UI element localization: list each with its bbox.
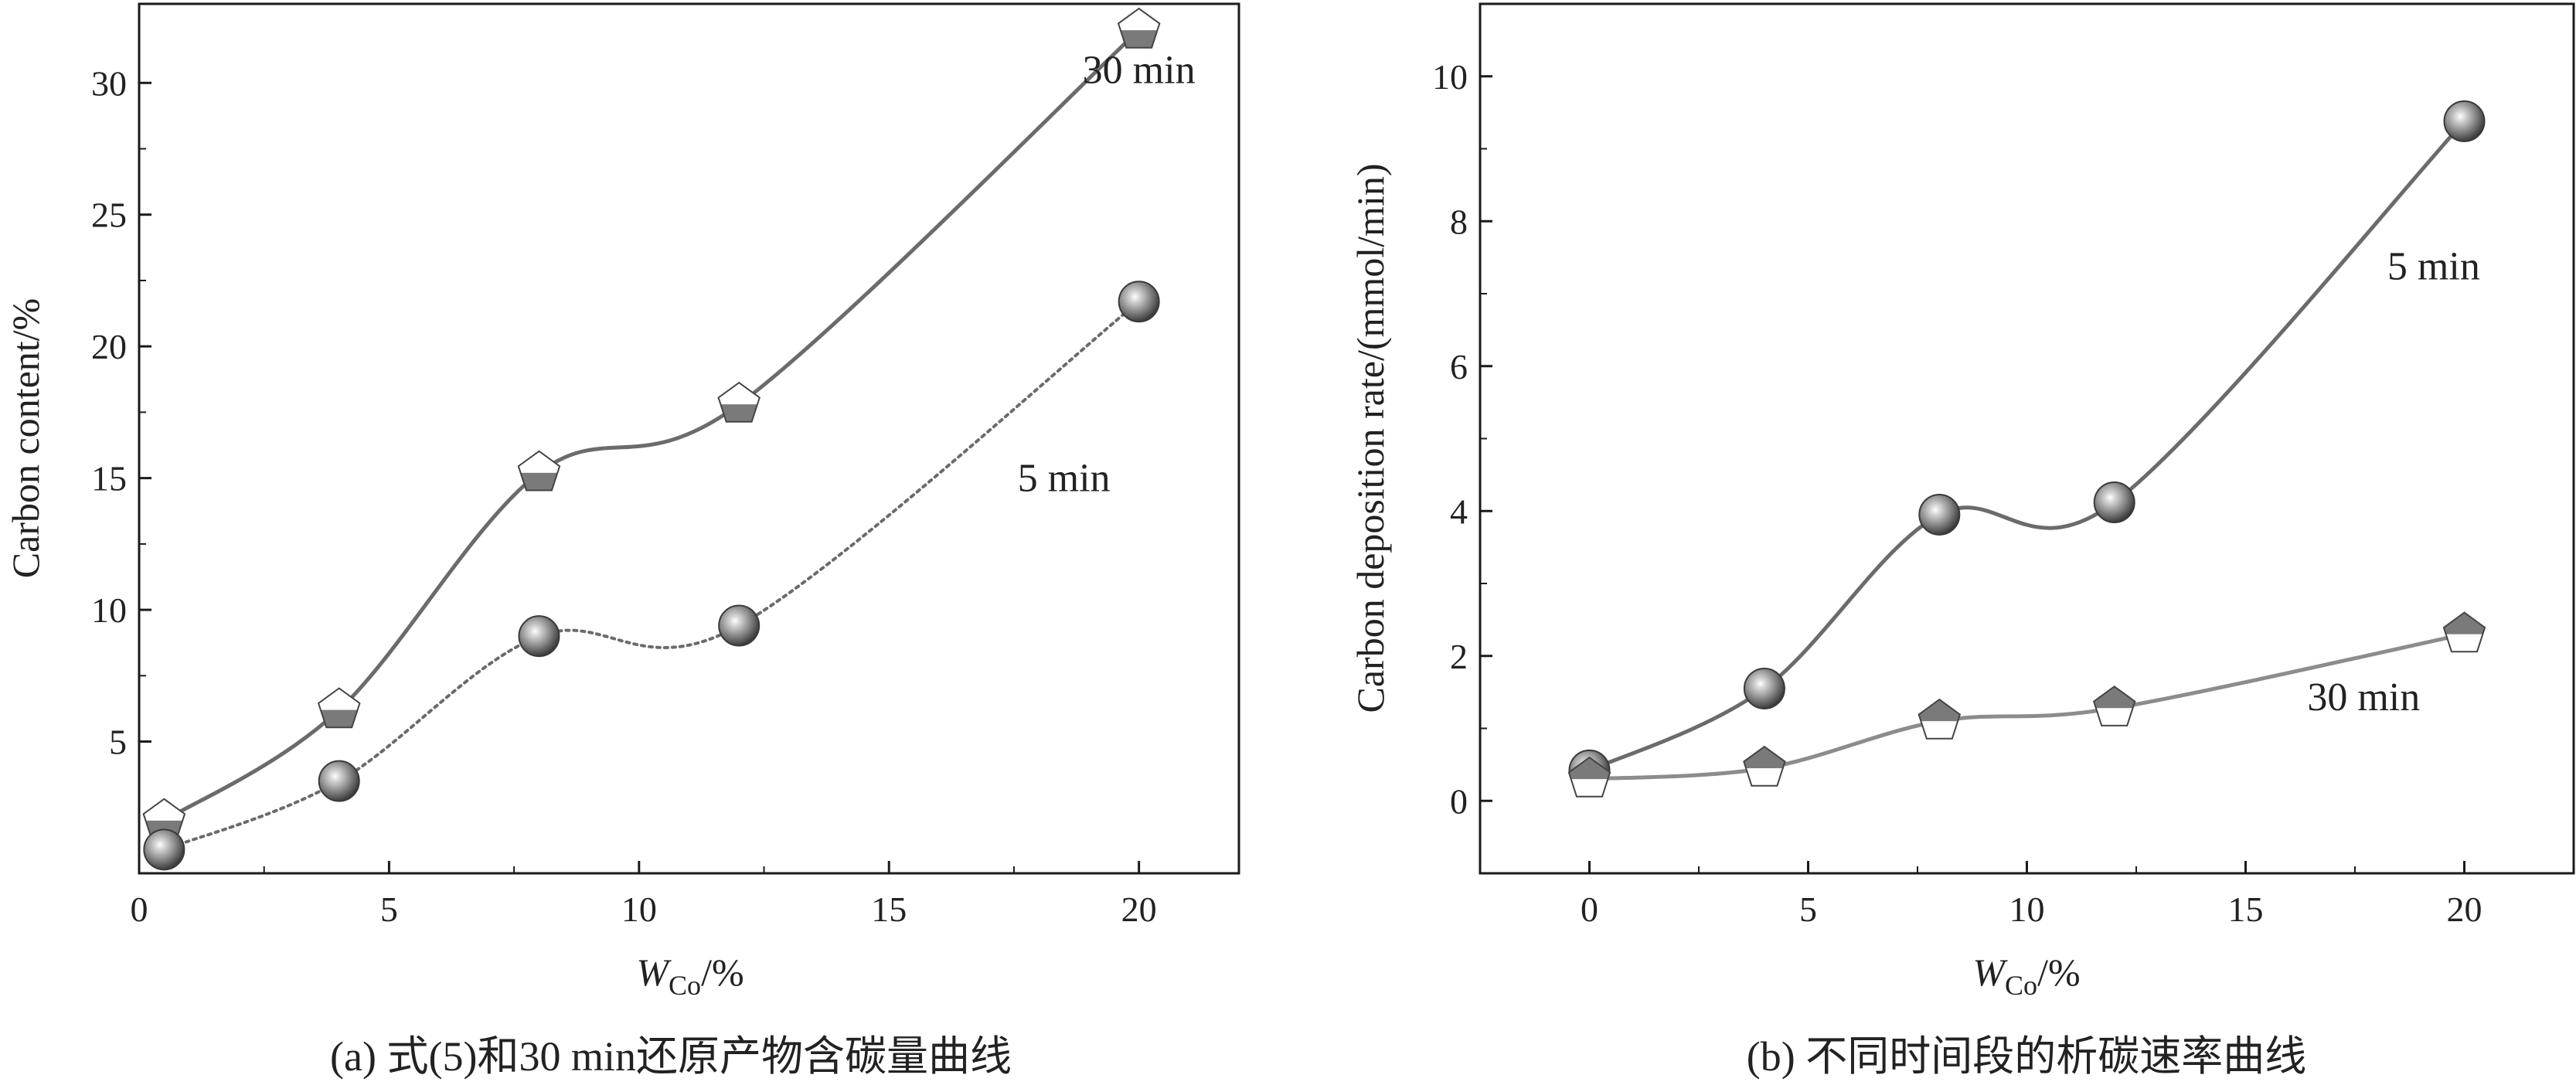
data-point	[317, 687, 361, 729]
y-tick-label: 4	[1450, 492, 1468, 531]
series-label: 30 min	[1083, 48, 1196, 92]
panel-b: 0 5 10 15 20 0 2 4 6 8 10 5 min 30 min Carbon depos…	[1349, 2, 2575, 1080]
data-point	[1918, 698, 1962, 740]
series-line	[1588, 120, 2466, 773]
y-axis-title-b: Carbon deposition rate/(mmol/min)	[1349, 164, 1392, 713]
caption-b: (b) 不同时间段的析碳速率曲线	[1747, 1033, 2306, 1080]
series-labels-b: 5 min 30 min	[2307, 244, 2479, 719]
data-point	[1117, 7, 1161, 49]
y-tick-label: 2	[1450, 637, 1468, 676]
data-point	[1743, 667, 1785, 709]
x-tick-label: 10	[621, 890, 657, 929]
series-line	[1589, 632, 2465, 781]
x-tick-label: 5	[380, 890, 398, 929]
data-point	[1918, 493, 1961, 536]
curves-b	[1588, 120, 2466, 781]
data-point	[1118, 281, 1160, 323]
plot-frame-a	[138, 2, 1240, 875]
ticks-a: 0 5 10 15 20 5 10 15 20 25 30	[91, 63, 1157, 929]
data-point	[318, 760, 360, 802]
y-tick-label: 10	[1432, 57, 1468, 97]
plot-frame-b	[1479, 2, 2575, 875]
data-point	[2093, 481, 2135, 523]
data-point	[2443, 100, 2486, 142]
data-point	[518, 615, 560, 658]
data-point	[517, 450, 561, 492]
data-point	[1743, 745, 1786, 787]
markers-a	[142, 7, 1161, 871]
caption-a: (a) 式(5)和30 min还原产物含碳量曲线	[330, 1033, 1012, 1080]
y-tick-label: 20	[91, 327, 127, 366]
data-point	[717, 381, 761, 423]
y-tick-label: 6	[1450, 347, 1468, 386]
panel-a: 0 5 10 15 20 5 10 15 20 25 30 30 min 5 min Carbon c…	[4, 2, 1240, 1080]
ticks-b: 0 5 10 15 20 0 2 4 6 8 10	[1432, 57, 2482, 929]
y-tick-label: 30	[91, 63, 127, 103]
curves-a	[162, 29, 1141, 852]
x-axis-title-b: WCo/%	[1972, 951, 2080, 1001]
x-tick-label: 15	[871, 890, 907, 929]
series-line	[162, 29, 1141, 822]
y-tick-label: 8	[1450, 202, 1468, 241]
y-axis-title-a: Carbon content/%	[4, 298, 47, 578]
x-axis-title-a: WCo/%	[636, 951, 744, 1001]
data-point	[718, 604, 761, 647]
y-tick-label: 5	[109, 723, 127, 762]
x-tick-label: 20	[2447, 890, 2482, 929]
y-tick-label: 0	[1450, 781, 1468, 821]
data-point	[2442, 611, 2486, 653]
series-label: 30 min	[2307, 675, 2420, 719]
x-tick-label: 5	[1799, 890, 1817, 929]
series-line	[162, 300, 1141, 852]
data-point	[143, 828, 185, 871]
data-point	[1567, 756, 1611, 798]
x-tick-label: 10	[2009, 890, 2045, 929]
y-tick-label: 25	[91, 196, 127, 235]
x-tick-label: 15	[2228, 890, 2264, 929]
x-tick-label: 0	[131, 890, 148, 929]
y-tick-label: 10	[91, 590, 127, 630]
series-labels-a: 30 min 5 min	[1018, 48, 1196, 500]
y-tick-label: 15	[91, 459, 127, 498]
x-tick-label: 20	[1121, 890, 1157, 929]
data-point	[2092, 685, 2136, 726]
series-label: 5 min	[2387, 244, 2480, 288]
series-label: 5 min	[1018, 457, 1111, 501]
x-tick-label: 0	[1581, 890, 1598, 929]
